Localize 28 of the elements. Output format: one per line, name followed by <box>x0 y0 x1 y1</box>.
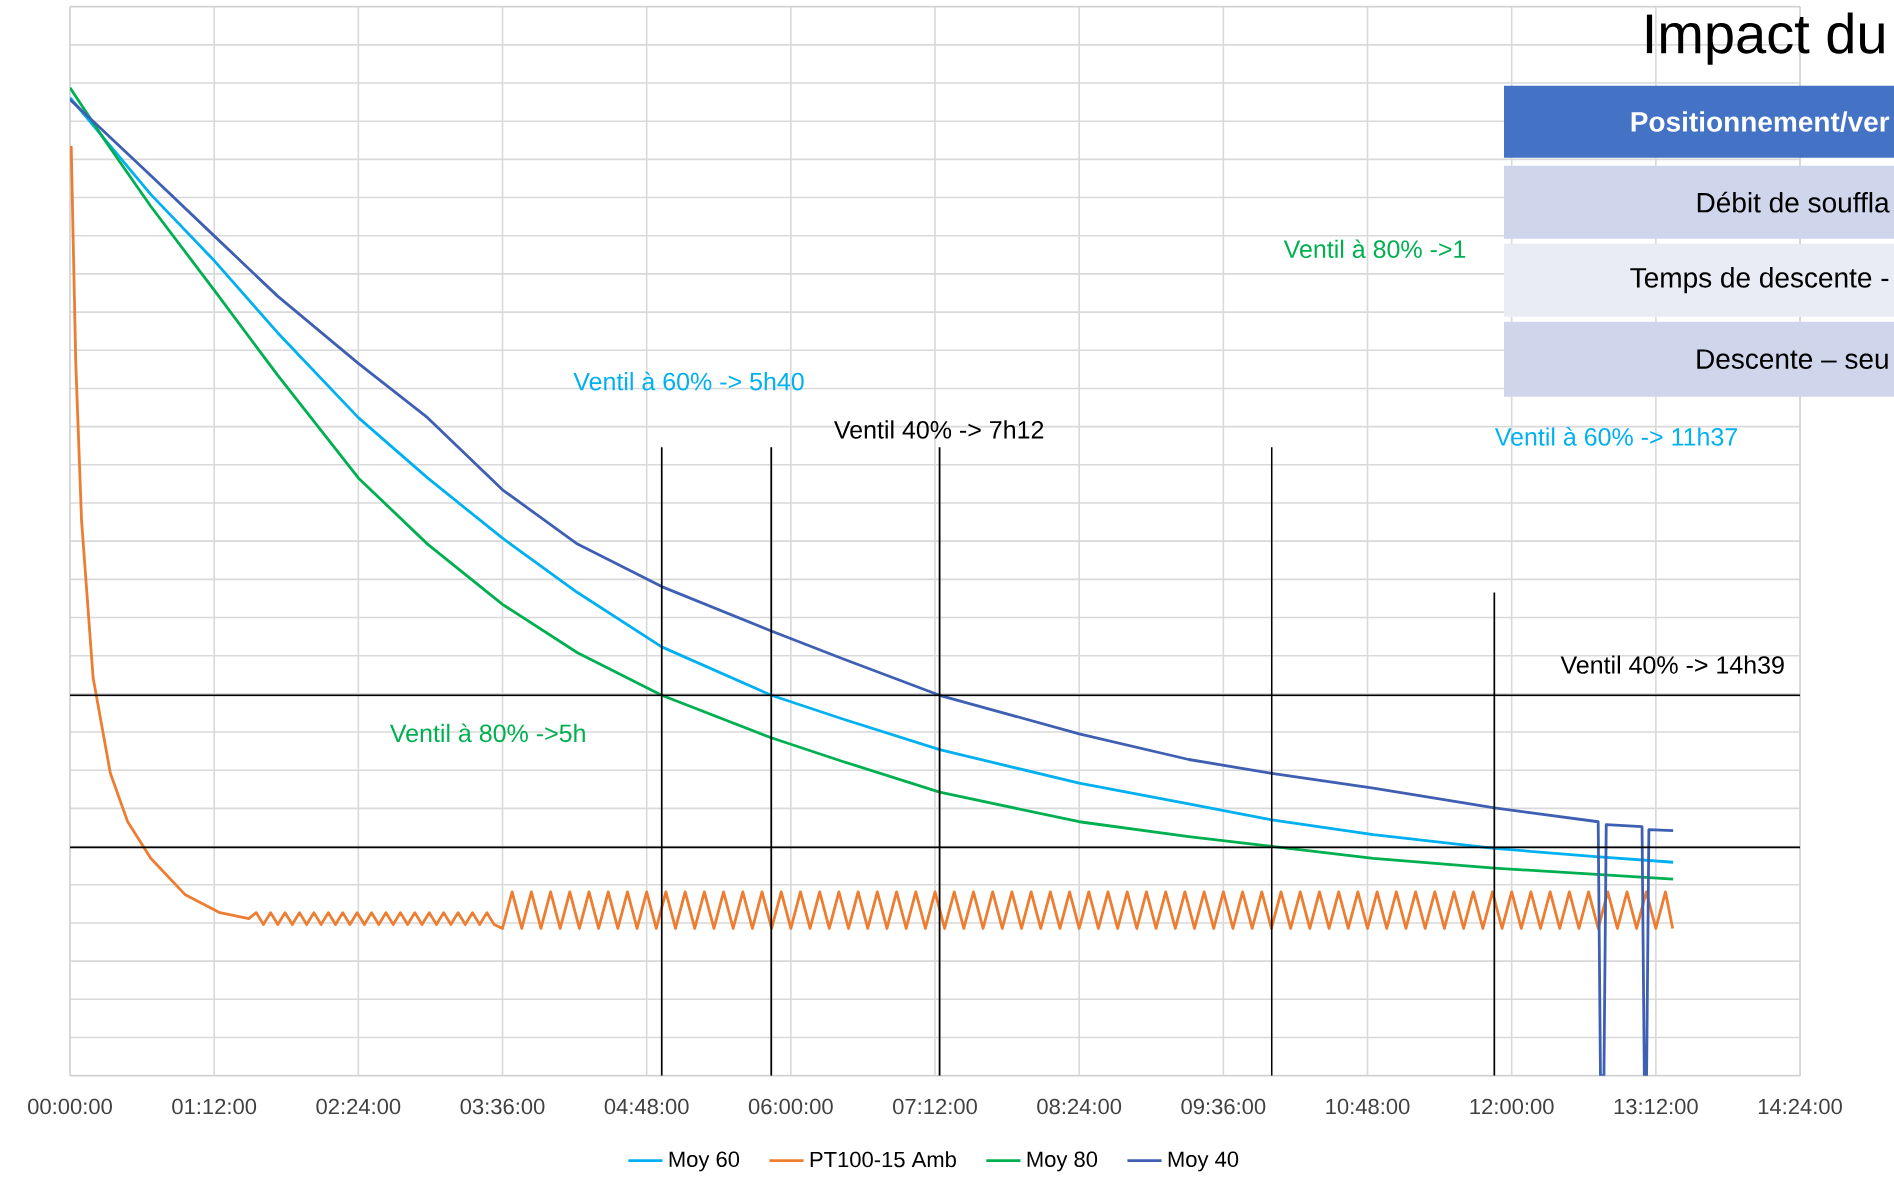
legend-label: PT100-15 Amb <box>810 1151 956 1168</box>
annotation: Temps de descente - <box>1630 267 1889 294</box>
annotation: Descente – seu <box>1697 349 1888 369</box>
x-tick-label: 03:36:00 <box>460 1098 545 1115</box>
x-tick-label: 13:12:00 <box>1614 1098 1698 1115</box>
legend-label: Moy 60 <box>669 1151 740 1172</box>
annotation: Ventil à 80% ->5h <box>389 723 585 743</box>
x-tick-label: 07:12:00 <box>893 1098 977 1115</box>
x-tick-label: 12:00:00 <box>1470 1098 1554 1115</box>
annotation: Ventil à 60% -> 5h40 <box>573 371 804 391</box>
legend-label: Moy 40 <box>1168 1151 1239 1172</box>
legend-label: Moy 80 <box>1027 1151 1098 1172</box>
x-tick-label: 08:24:00 <box>1037 1098 1122 1115</box>
x-tick-label: 02:24:00 <box>316 1098 401 1115</box>
x-tick-label: 10:48:00 <box>1326 1098 1410 1115</box>
x-tick-label: 09:36:00 <box>1181 1098 1266 1115</box>
annotation: Ventil à 60% -> 11h37 <box>1494 427 1737 446</box>
annotation: Ventil 40% -> 7h12 <box>834 420 1044 439</box>
annotation: Ventil 40% -> 14h39 <box>1560 655 1784 674</box>
annotation: Ventil à 80% ->1 <box>1283 239 1466 258</box>
annotation: Débit de souffla <box>1697 191 1890 213</box>
chart-title: Impact du <box>1646 12 1884 65</box>
x-tick-label: 04:48:00 <box>604 1098 689 1115</box>
x-tick-label: 14:24:00 <box>1758 1098 1842 1115</box>
x-tick-label: 00:00:00 <box>28 1098 112 1115</box>
x-tick-label: 01:12:00 <box>172 1098 257 1115</box>
annotation: Positionnement/ver <box>1631 111 1890 133</box>
x-tick-label: 06:00:00 <box>748 1098 833 1115</box>
